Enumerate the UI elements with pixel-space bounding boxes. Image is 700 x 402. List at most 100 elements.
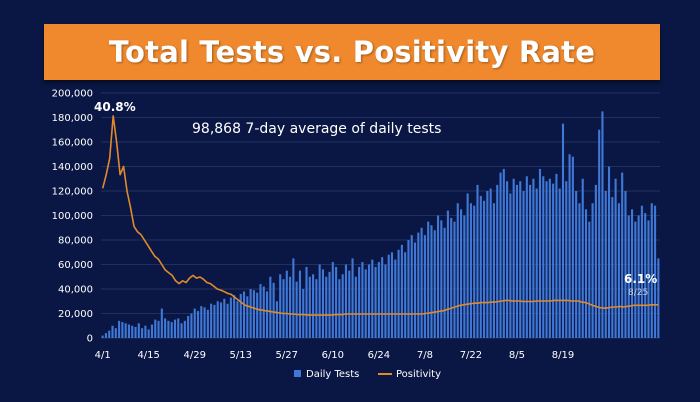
bar-daily-tests bbox=[266, 291, 269, 338]
bar-daily-tests bbox=[298, 270, 301, 338]
bar-daily-tests bbox=[466, 193, 469, 338]
bar-daily-tests bbox=[473, 205, 476, 338]
bar-daily-tests bbox=[561, 123, 565, 338]
y-tick-label: 0 bbox=[87, 334, 93, 345]
bar-daily-tests bbox=[581, 178, 584, 338]
bar-daily-tests bbox=[404, 252, 407, 338]
bar-daily-tests bbox=[529, 184, 532, 338]
bar-daily-tests bbox=[598, 129, 601, 338]
bar-daily-tests bbox=[407, 240, 410, 338]
bar-daily-tests bbox=[242, 291, 246, 338]
bar-daily-tests bbox=[160, 308, 163, 338]
y-tick-label: 160,000 bbox=[52, 138, 93, 149]
legend-label-positivity: Positivity bbox=[396, 369, 441, 380]
bar-daily-tests bbox=[275, 301, 278, 338]
bar-daily-tests bbox=[229, 297, 232, 338]
bar-daily-tests bbox=[210, 303, 213, 338]
bar-daily-tests bbox=[410, 235, 413, 338]
bar-daily-tests bbox=[164, 318, 167, 338]
bar-daily-tests bbox=[321, 269, 325, 338]
bar-daily-tests bbox=[196, 311, 200, 338]
bar-daily-tests bbox=[512, 178, 515, 338]
bar-daily-tests bbox=[400, 244, 403, 338]
bar-daily-tests bbox=[601, 111, 604, 338]
bar-daily-tests bbox=[354, 276, 357, 338]
bar-daily-tests bbox=[489, 188, 492, 338]
y-tick-label: 80,000 bbox=[58, 236, 93, 247]
bar-daily-tests bbox=[571, 156, 574, 338]
y-tick-label: 20,000 bbox=[58, 309, 93, 320]
bar-daily-tests bbox=[249, 289, 252, 338]
bar-daily-tests bbox=[584, 209, 588, 338]
bar-daily-tests bbox=[548, 178, 551, 338]
bar-daily-tests bbox=[180, 323, 183, 338]
bar-daily-tests bbox=[272, 282, 275, 338]
bar-daily-tests bbox=[387, 254, 390, 338]
bar-daily-tests bbox=[170, 322, 173, 338]
bar-daily-tests bbox=[614, 178, 617, 338]
bar-daily-tests bbox=[295, 281, 298, 338]
bar-daily-tests bbox=[101, 335, 104, 338]
bar-daily-tests bbox=[183, 320, 186, 338]
bar-daily-tests bbox=[637, 215, 640, 338]
y-tick-label: 100,000 bbox=[52, 211, 93, 222]
bar-daily-tests bbox=[262, 286, 265, 338]
bar-daily-tests bbox=[621, 172, 624, 338]
bar-daily-tests bbox=[460, 209, 463, 338]
bar-daily-tests bbox=[203, 307, 206, 338]
bar-daily-tests bbox=[190, 313, 193, 338]
bar-daily-tests bbox=[483, 200, 486, 338]
bar-daily-tests bbox=[611, 197, 614, 338]
bar-daily-tests bbox=[305, 266, 308, 338]
bar-daily-tests bbox=[535, 188, 538, 338]
bar-daily-tests bbox=[289, 276, 292, 338]
bar-daily-tests bbox=[453, 221, 456, 338]
bar-daily-tests bbox=[173, 319, 177, 338]
bar-daily-tests bbox=[282, 279, 285, 338]
x-tick-label: 4/15 bbox=[137, 350, 159, 361]
y-axis-ticks: 0 20,000 40,000 60,000 80,000 100,000 120,000 1… bbox=[52, 89, 93, 345]
bar-daily-tests bbox=[607, 166, 611, 338]
bar-daily-tests bbox=[538, 168, 542, 338]
average-annotation: 98,868 7-day average of daily tests bbox=[192, 121, 441, 137]
bar-daily-tests bbox=[361, 262, 364, 338]
bar-daily-tests bbox=[450, 217, 453, 338]
bar-daily-tests bbox=[446, 210, 449, 338]
bar-daily-tests bbox=[640, 205, 643, 338]
bar-daily-tests bbox=[292, 258, 295, 338]
bar-daily-tests bbox=[545, 181, 548, 338]
bar-daily-tests bbox=[578, 203, 581, 338]
bar-daily-tests bbox=[308, 276, 311, 338]
bar-daily-tests bbox=[657, 258, 660, 338]
bar-daily-tests bbox=[131, 325, 134, 338]
bar-daily-tests bbox=[279, 274, 282, 338]
bar-daily-tests bbox=[496, 184, 499, 338]
bar-daily-tests bbox=[568, 154, 571, 338]
bar-daily-tests bbox=[124, 323, 127, 338]
bar-daily-tests bbox=[223, 298, 226, 338]
daily-tests-bars bbox=[101, 111, 660, 338]
bar-daily-tests bbox=[187, 315, 190, 338]
bar-daily-tests bbox=[397, 249, 400, 338]
bar-daily-tests bbox=[285, 270, 288, 338]
bar-daily-tests bbox=[436, 215, 440, 338]
bar-daily-tests bbox=[515, 184, 519, 338]
bar-daily-tests bbox=[588, 221, 591, 338]
bar-daily-tests bbox=[617, 203, 620, 338]
bar-daily-tests bbox=[371, 259, 374, 338]
y-tick-label: 140,000 bbox=[52, 162, 93, 173]
bar-daily-tests bbox=[413, 242, 417, 338]
bar-daily-tests bbox=[558, 188, 561, 338]
bar-daily-tests bbox=[358, 266, 361, 338]
bar-daily-tests bbox=[647, 220, 650, 338]
x-tick-label: 5/27 bbox=[276, 350, 298, 361]
bar-daily-tests bbox=[423, 235, 426, 338]
bar-daily-tests bbox=[644, 213, 647, 338]
bar-daily-tests bbox=[111, 325, 114, 338]
bar-daily-tests bbox=[147, 329, 150, 338]
y-tick-label: 40,000 bbox=[58, 285, 93, 296]
y-tick-label: 200,000 bbox=[52, 89, 93, 100]
bar-daily-tests bbox=[200, 306, 203, 338]
bar-daily-tests bbox=[377, 262, 380, 338]
